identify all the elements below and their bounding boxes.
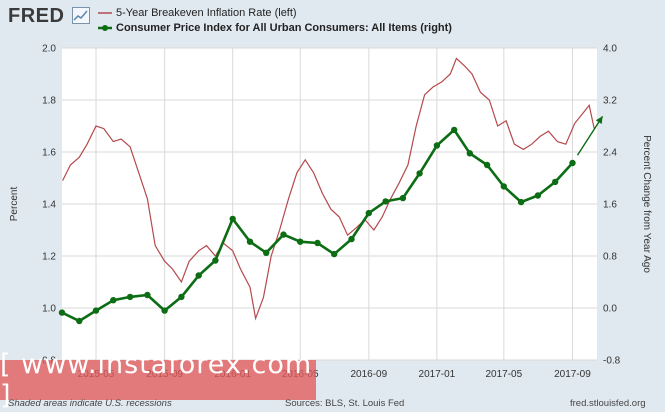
cpi-point — [569, 159, 576, 167]
y-left-tick-labels: 0.81.01.21.41.61.82.0 — [42, 44, 56, 367]
cpi-point — [399, 194, 407, 202]
cpi-point — [451, 126, 458, 134]
source-url-link[interactable]: fred.stlouisfed.org — [570, 398, 646, 409]
legend-item-cpi[interactable]: Consumer Price Index for All Urban Consu… — [98, 22, 452, 34]
y-right-tick-labels: -0.8 0.0 0.8 1.6 2.4 3.2 4.0 — [603, 44, 621, 367]
trend-arrow-head — [595, 116, 603, 124]
cpi-point — [382, 198, 389, 205]
legend-swatch-breakeven — [98, 12, 112, 14]
y-right-tick-label: 0.0 — [603, 304, 617, 315]
y-right-tick-label: -0.8 — [603, 356, 621, 367]
y-right-tick-label: 1.6 — [603, 200, 617, 211]
legend-item-breakeven[interactable]: 5-Year Breakeven Inflation Rate (left) — [98, 7, 297, 19]
cpi-point — [195, 272, 202, 279]
sources-text: Sources: BLS, St. Louis Fed — [285, 398, 405, 409]
legend-swatch-cpi — [98, 25, 112, 31]
cpi-point — [348, 235, 355, 243]
x-tick-label: 2017-01 — [419, 369, 456, 380]
cpi-markers — [58, 126, 576, 325]
cpi-point — [92, 307, 100, 314]
cpi-point — [126, 293, 134, 301]
cpi-point — [500, 183, 507, 190]
cpi-point — [517, 198, 525, 206]
y-left-tick-label: 1.8 — [42, 96, 56, 107]
chart-line-icon — [72, 7, 90, 24]
cpi-point — [212, 257, 219, 264]
legend-label-cpi: Consumer Price Index for All Urban Consu… — [116, 22, 452, 34]
cpi-point — [534, 192, 542, 199]
cpi-point — [229, 215, 236, 223]
y-left-tick-label: 1.6 — [42, 148, 56, 159]
cpi-point — [297, 238, 304, 245]
gridlines — [62, 47, 597, 361]
y-right-tick-label: 2.4 — [603, 148, 617, 159]
cpi-point — [178, 293, 185, 301]
y-right-tick-label: 4.0 — [603, 44, 617, 55]
cpi-point — [365, 209, 372, 217]
trend-arrow — [576, 115, 604, 156]
y-axis-left-label: Percent — [9, 187, 20, 222]
recession-note: Shaded areas indicate U.S. recessions — [8, 398, 172, 409]
y-left-tick-label: 1.4 — [42, 200, 56, 211]
x-tick-label: 2016-09 — [350, 369, 387, 380]
fred-logo[interactable]: FRED — [8, 5, 65, 27]
cpi-point — [416, 170, 423, 177]
y-axis-right-label: Percent Change from Year Ago — [641, 135, 652, 273]
cpi-point — [246, 238, 254, 245]
cpi-point — [314, 239, 321, 247]
y-left-tick-label: 2.0 — [42, 44, 56, 55]
cpi-point — [58, 309, 66, 316]
cpi-point — [161, 307, 168, 314]
y-right-tick-label: 3.2 — [603, 96, 617, 107]
y-left-tick-label: 1.2 — [42, 252, 56, 263]
legend-label-breakeven: 5-Year Breakeven Inflation Rate (left) — [116, 7, 297, 19]
cpi-point — [110, 297, 117, 304]
cpi-point — [331, 250, 338, 258]
cpi-point — [280, 231, 287, 238]
cpi-point — [433, 142, 441, 149]
cpi-point — [263, 249, 270, 256]
x-tick-label: 2017-05 — [485, 369, 522, 380]
y-left-tick-label: 1.0 — [42, 304, 56, 315]
cpi-point — [466, 150, 473, 157]
cpi-point — [552, 178, 559, 186]
watermark-banner: [ www.instaforex.com ] — [0, 349, 316, 411]
cpi-point — [76, 317, 83, 325]
cpi-point — [483, 161, 491, 169]
series-line-breakeven — [62, 57, 595, 321]
y-right-tick-label: 0.8 — [603, 252, 617, 263]
x-tick-label: 2017-09 — [554, 369, 591, 380]
cpi-point — [144, 291, 151, 299]
